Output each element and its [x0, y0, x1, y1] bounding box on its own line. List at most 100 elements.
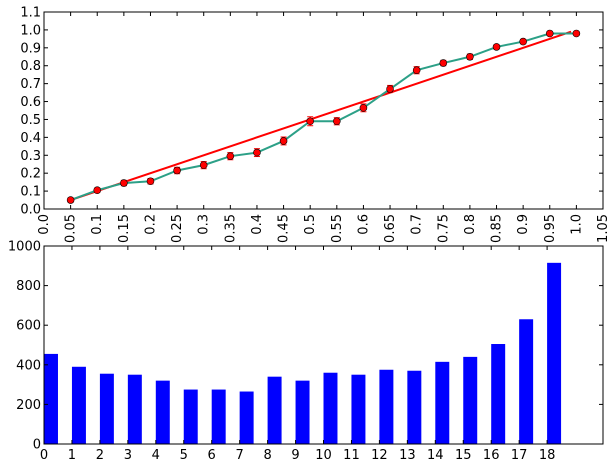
y-tick-label: 0.4	[20, 131, 41, 146]
data-point	[412, 66, 421, 75]
x-tick-label: 0.55	[330, 214, 345, 243]
x-tick-label: 6	[208, 448, 216, 463]
x-tick-label: 0.25	[170, 214, 185, 243]
data-point	[572, 29, 581, 38]
x-tick-label: 10	[315, 448, 332, 463]
x-tick-label: 0.4	[250, 214, 265, 235]
x-tick-label: 18	[539, 448, 556, 463]
bar	[463, 356, 478, 444]
x-tick-label: 12	[371, 448, 388, 463]
x-tick-label: 16	[483, 448, 500, 463]
x-tick-label: 8	[263, 448, 271, 463]
data-point	[492, 43, 501, 51]
bar	[323, 372, 338, 444]
x-tick-label: 1.05	[596, 214, 611, 243]
bar	[183, 389, 198, 444]
plot-frame	[43, 245, 604, 445]
data-point	[519, 37, 527, 46]
x-tick-label: 0.5	[303, 214, 318, 235]
data-point	[226, 152, 235, 160]
x-tick-label: 0.3	[197, 214, 212, 235]
bar	[295, 380, 310, 444]
plot-frame	[43, 11, 604, 210]
x-tick-label: 15	[455, 448, 472, 463]
data-point	[306, 117, 314, 126]
bar	[155, 380, 170, 444]
x-tick-label: 0.75	[436, 214, 451, 243]
x-tick-label: 7	[236, 448, 244, 463]
y-tick-label: 1.0	[20, 23, 41, 38]
x-tick-label: 0.9	[516, 214, 531, 235]
y-tick-label: 0	[33, 438, 41, 453]
data-point	[146, 177, 155, 186]
x-tick-label: 0.45	[277, 214, 292, 243]
y-tick-label: 1.1	[20, 6, 41, 21]
bar	[71, 366, 86, 444]
bar	[519, 319, 534, 444]
x-tick-label: 9	[291, 448, 299, 463]
bar	[547, 262, 562, 444]
y-tick-label: 600	[16, 319, 41, 334]
y-tick-label: 0.2	[20, 167, 41, 182]
y-tick-label: 0.3	[20, 149, 41, 164]
top-line-chart: 0.0 0.05 0.1 0.15 0.2 0.25 0.3 0.35 0.4 0.45 0.5 0.…	[20, 6, 611, 243]
x-tick-label: 0.05	[64, 214, 79, 243]
bar	[351, 374, 366, 444]
y-tick-label: 0.7	[20, 77, 41, 92]
y-tick-label: 200	[16, 398, 41, 413]
data-point	[545, 29, 554, 38]
bar	[127, 374, 142, 444]
x-tick-label: 11	[343, 448, 360, 463]
bar	[491, 344, 506, 444]
y-tick-label: 800	[16, 279, 41, 294]
data-point	[359, 104, 368, 112]
x-tick-label: 0.6	[356, 214, 371, 235]
data-point	[66, 196, 75, 204]
data-point	[386, 85, 394, 93]
x-tick-label: 13	[399, 448, 416, 463]
y-tick-label: 0.5	[20, 113, 41, 128]
y-tick-label: 0.6	[20, 95, 41, 110]
x-tick-label: 0.2	[143, 214, 158, 235]
x-tick-label: 0.0	[37, 214, 52, 235]
x-tick-label: 0.35	[223, 214, 238, 243]
bar	[99, 373, 114, 444]
y-tick-label: 400	[16, 358, 41, 373]
bar	[407, 370, 422, 444]
y-tick-label: 1000	[8, 240, 41, 255]
bar	[267, 376, 282, 444]
x-tick-label: 2	[96, 448, 104, 463]
bar	[239, 391, 254, 444]
x-tick-label: 0.7	[410, 214, 425, 235]
data-point	[333, 117, 341, 126]
y-tick-label: 0.9	[20, 41, 41, 56]
data-point	[173, 166, 181, 175]
y-tick-label: 0.1	[20, 185, 41, 200]
y-tick-label: 0.0	[20, 203, 41, 218]
x-tick-label: 0.95	[543, 214, 558, 243]
reference-line	[70, 30, 572, 201]
bottom-bar-chart: 0 1 2 3 4 5 6 7 8 9 10 11 12 13 14 15 16 17 18020040060080…	[8, 240, 604, 463]
x-tick-label: 0.8	[463, 214, 478, 235]
x-tick-label: 0.15	[117, 214, 132, 243]
x-tick-label: 0.85	[490, 214, 505, 243]
x-tick-label: 14	[427, 448, 444, 463]
x-tick-label: 3	[124, 448, 132, 463]
bar	[435, 361, 450, 444]
x-tick-label: 4	[152, 448, 160, 463]
data-point	[93, 186, 102, 194]
bar	[211, 389, 226, 444]
x-tick-label: 1.0	[569, 214, 584, 235]
data-point	[120, 179, 128, 187]
y-tick-label: 0.8	[20, 59, 41, 74]
data-line	[70, 32, 577, 201]
x-tick-label: 0.1	[90, 214, 105, 235]
bar	[44, 353, 58, 444]
data-point	[253, 148, 261, 157]
x-tick-label: 1	[68, 448, 76, 463]
data-point	[199, 161, 208, 169]
bar	[379, 369, 394, 444]
x-tick-label: 17	[511, 448, 528, 463]
x-tick-label: 0.65	[383, 214, 398, 243]
